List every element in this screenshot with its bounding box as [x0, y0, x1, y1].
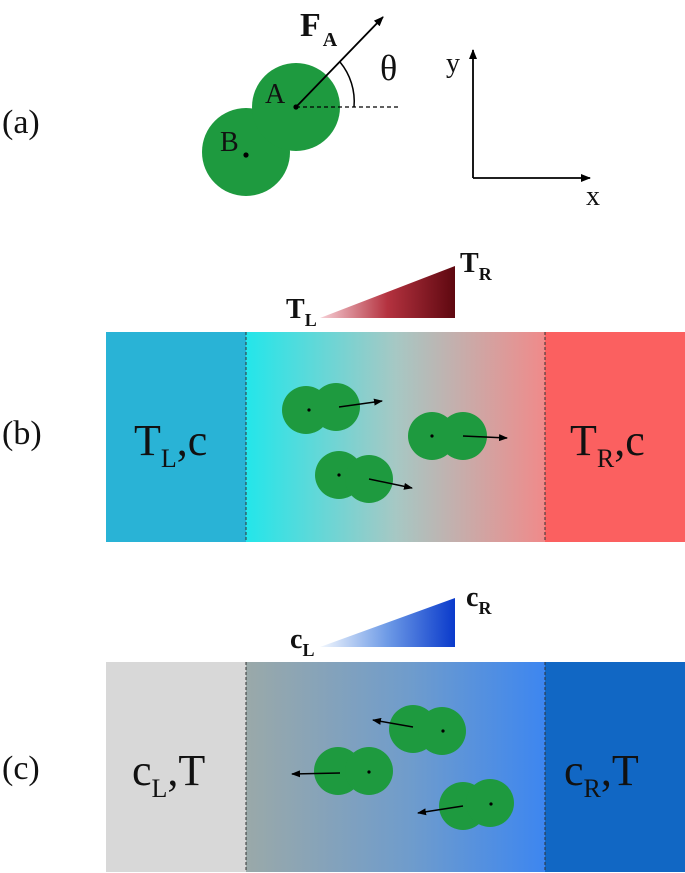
concentration-wedge-shape — [320, 598, 455, 647]
concentration-gradient-wedge: cL cR — [290, 582, 492, 660]
dimer-c-2 — [291, 747, 393, 795]
middle-channel-c — [246, 662, 545, 872]
panel-c: (c) cL cR cL,T cR,T — [2, 582, 685, 872]
y-axis-label: y — [446, 48, 460, 79]
wedge-c-left-label: cL — [290, 624, 314, 660]
coordinate-axes: y x — [446, 48, 600, 212]
dimer-c-1-arrow — [372, 717, 414, 728]
right-reservoir-c — [545, 662, 685, 872]
temperature-wedge-shape — [320, 266, 455, 318]
dimer-b-3 — [315, 451, 413, 503]
bead-b-center — [243, 152, 249, 158]
right-reservoir-c-label: cR,T — [564, 746, 639, 803]
x-axis-label: x — [586, 181, 600, 212]
panel-b: (b) TL TR TL,c TR,c — [2, 248, 685, 542]
dimer-c-1 — [372, 705, 466, 755]
force-arrow — [295, 16, 384, 108]
left-reservoir-c — [106, 662, 246, 872]
dimer-b-1-arrow — [338, 398, 383, 408]
left-reservoir-b-label: TL,c — [134, 416, 207, 473]
dimer-b-2 — [408, 412, 508, 460]
right-reservoir-b-label: TR,c — [570, 416, 645, 473]
temperature-gradient-wedge: TL TR — [286, 248, 493, 330]
angle-theta-label: θ — [380, 48, 397, 88]
left-reservoir-b — [106, 332, 246, 542]
wedge-c-right-label: cR — [466, 582, 492, 618]
dimer-c-2-arrow — [291, 770, 341, 778]
dimer-b-1 — [282, 383, 383, 434]
left-reservoir-c-label: cL,T — [132, 746, 205, 803]
dimer-b-3-arrow — [368, 478, 413, 490]
panel-c-label: (c) — [2, 750, 40, 787]
panel-a-label: (a) — [2, 104, 40, 141]
bead-b-label: B — [220, 127, 239, 158]
dimer-c-3-arrow — [417, 805, 464, 816]
right-reservoir-b — [545, 332, 685, 542]
wedge-t-right-label: TR — [460, 248, 493, 284]
dimer-c-3 — [417, 779, 514, 830]
wedge-t-left-label: TL — [286, 294, 317, 330]
angle-arc — [339, 61, 355, 108]
panel-b-label: (b) — [2, 415, 42, 452]
dimer-b-2-arrow — [462, 434, 508, 442]
bead-a-label: A — [265, 79, 286, 110]
